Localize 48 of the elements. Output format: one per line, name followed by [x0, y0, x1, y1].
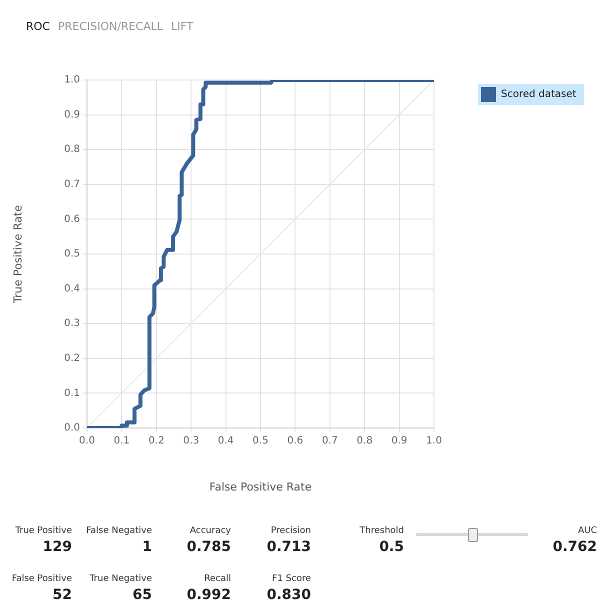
y-tick-label: 0.0: [64, 422, 80, 434]
x-tick-label: 0.3: [183, 436, 200, 447]
text: 0.713: [266, 539, 311, 555]
text: 1: [141, 539, 152, 555]
x-tick-label: 0.2: [148, 436, 164, 447]
text: 0.785: [186, 539, 231, 555]
legend-label: Scored dataset: [501, 89, 576, 100]
y-tick-label: 0.4: [64, 283, 80, 294]
text: False Negative: [86, 526, 152, 536]
text: 52: [52, 587, 72, 603]
text: Recall: [203, 574, 231, 584]
x-tick-label: 0.8: [356, 436, 373, 447]
y-tick-label: 0.5: [64, 248, 80, 260]
text: F1 Score: [271, 574, 311, 584]
text: 0.830: [266, 587, 311, 603]
y-tick-label: 0.7: [64, 178, 80, 190]
x-tick-label: 0.4: [218, 436, 234, 447]
x-tick-label: 0.9: [391, 436, 408, 447]
x-tick-label: 0.6: [287, 436, 304, 447]
y-axis-title: True Positive Rate: [11, 204, 24, 304]
x-tick-label: 0.0: [79, 436, 95, 447]
y-tick-label: 0.1: [64, 388, 80, 399]
text: 0.5: [378, 539, 404, 555]
x-tick-label: 1.0: [426, 436, 442, 447]
text: 129: [42, 539, 72, 555]
x-tick-label: 0.1: [114, 436, 130, 447]
text: False Positive: [12, 574, 72, 584]
text: AUC: [576, 526, 597, 536]
text: 65: [132, 587, 152, 603]
x-tick-label: 0.7: [322, 436, 338, 447]
text: PRECISION/RECALL: [58, 20, 164, 33]
text: 0.992: [186, 587, 231, 603]
y-tick-label: 0.8: [64, 144, 80, 156]
y-tick-label: 0.2: [64, 352, 80, 364]
x-axis-title: False Positive Rate: [209, 480, 312, 494]
text: Threshold: [360, 526, 404, 536]
y-tick-label: 0.6: [64, 214, 80, 225]
text: 0.762: [552, 539, 597, 555]
y-tick-label: 1.0: [64, 74, 80, 86]
text: LIFT: [171, 20, 194, 33]
text: True Positive: [15, 526, 72, 536]
y-tick-label: 0.3: [64, 318, 80, 330]
y-tick-label: 0.9: [64, 109, 80, 120]
text: Precision: [270, 526, 311, 536]
text: True Negative: [90, 574, 152, 584]
text: Accuracy: [188, 526, 231, 536]
text: ROC: [26, 20, 50, 33]
x-tick-label: 0.5: [252, 436, 268, 447]
